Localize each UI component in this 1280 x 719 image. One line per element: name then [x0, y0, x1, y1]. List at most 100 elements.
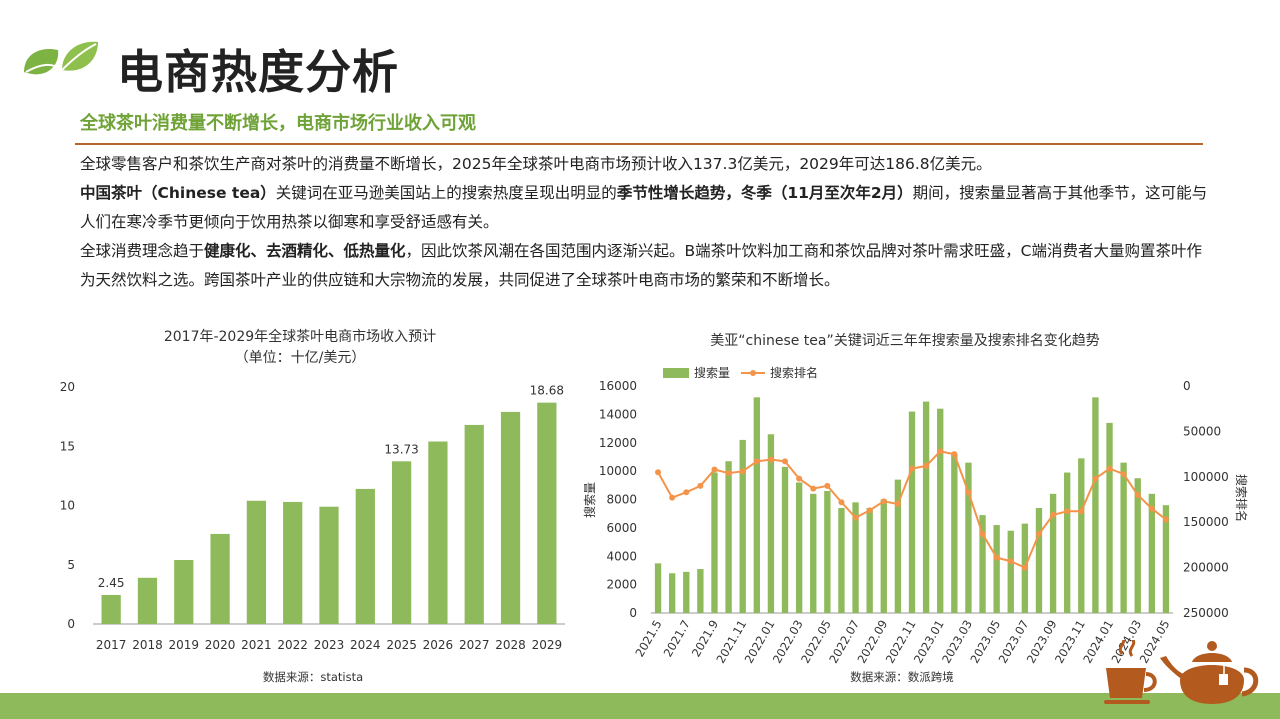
bar: [781, 466, 789, 613]
x-tick-label: 2021.7: [661, 618, 693, 660]
y-tick-label: 15: [60, 439, 75, 453]
chart1-title-block: 2017年-2029年全球茶叶电商市场收入预计 （单位：十亿/美元）: [140, 327, 460, 369]
y-tick-label-left: 2000: [606, 578, 637, 592]
bar: [101, 594, 121, 624]
bar: [922, 401, 930, 613]
bar: [1035, 508, 1043, 613]
bold-text: 中国茶叶（Chinese tea）: [80, 184, 276, 202]
bar: [767, 434, 775, 613]
rank-point: [810, 485, 817, 492]
y-tick-label-left: 10000: [599, 464, 637, 478]
rank-point: [979, 531, 986, 538]
page-title: 电商热度分析: [117, 45, 399, 99]
y-tick-label-right: 150000: [1183, 515, 1229, 529]
x-tick-label: 2026: [423, 638, 454, 652]
bar: [1120, 462, 1127, 613]
legend-label-search-volume: 搜索量: [694, 365, 730, 380]
text: 关键词在亚马逊美国站上的搜索热度呈现出明显的: [275, 184, 617, 202]
x-tick-label: 2020: [205, 638, 236, 652]
y-tick-label-left: 16000: [599, 379, 637, 393]
chart2-title: 美亚“chinese tea”关键词近三年年搜索量及搜索排名变化趋势: [710, 333, 1100, 349]
y-tick-label-right: 0: [1183, 379, 1191, 393]
bar: [866, 508, 873, 613]
bar: [1134, 478, 1141, 613]
bar: [880, 499, 887, 613]
bar: [1078, 458, 1085, 613]
bar: [246, 500, 267, 624]
rank-point: [711, 466, 718, 473]
x-tick-label: 2021.5: [632, 618, 664, 660]
rank-point: [1078, 508, 1085, 515]
rank-point: [1035, 531, 1042, 538]
y-tick-label: 10: [60, 499, 75, 513]
rank-point: [767, 456, 774, 463]
x-tick-label: 2022: [277, 638, 308, 652]
x-tick-label: 2028: [495, 638, 526, 652]
bar: [1064, 472, 1071, 613]
x-tick-label: 2025: [386, 638, 417, 652]
rank-point: [1092, 475, 1099, 482]
x-tick-label: 2021: [241, 638, 272, 652]
data-label: 18.68: [530, 384, 564, 398]
bar: [937, 408, 944, 613]
rank-point: [655, 469, 662, 476]
text: 全球消费理念趋于: [80, 242, 205, 260]
bar: [464, 424, 484, 624]
bar: [965, 462, 972, 613]
x-tick-label: 2027: [459, 638, 490, 652]
rank-point: [725, 470, 732, 477]
bar: [1106, 422, 1113, 613]
revenue-bar-chart: 0 5 10 15 20 2017 2.45 2018 2019 2020 2021 2022 2023…: [60, 380, 565, 684]
search-trend-chart: 0 2000 4000 6000 8000 10000 12000 14000 16000 0 50…: [582, 365, 1249, 684]
rank-point: [1021, 564, 1028, 571]
y-tick-label: 0: [67, 617, 75, 631]
x-tick-label: 2019: [168, 638, 199, 652]
legend-swatch-search-volume: [663, 368, 689, 378]
rank-point: [923, 462, 930, 469]
text: 期间，搜索量显著高于其他季节，这可能与人们在寒冷季节更倾向于饮用热茶以御寒和享受…: [80, 184, 1208, 231]
x-tick-label: 2018: [132, 638, 163, 652]
rank-point: [965, 489, 972, 496]
legend-label-rank: 搜索排名: [770, 365, 818, 380]
y-tick-label-left: 14000: [599, 407, 637, 421]
bar: [795, 482, 803, 613]
bar: [137, 577, 158, 624]
rank-point: [1050, 511, 1057, 518]
y-axis-label-left: 搜索量: [582, 482, 597, 518]
bar: [500, 411, 521, 624]
footer-band: [0, 693, 1280, 719]
bar: [1162, 505, 1170, 613]
x-tick-label: 2024: [350, 638, 381, 652]
rank-point: [669, 494, 676, 501]
data-label: 2.45: [98, 576, 125, 590]
bar: [810, 493, 817, 613]
bar: [711, 472, 718, 613]
bar: [428, 441, 448, 624]
bar: [1007, 530, 1014, 613]
rank-point: [753, 458, 760, 465]
divider-line: [75, 143, 1203, 145]
rank-point: [909, 465, 915, 472]
bar: [838, 508, 845, 613]
rank-point: [1148, 505, 1155, 512]
rank-point: [894, 501, 901, 508]
rank-point: [1106, 465, 1113, 472]
bar: [993, 525, 1000, 613]
chart1-source: 数据来源：statista: [263, 670, 363, 684]
x-tick-label: 2023: [314, 638, 345, 652]
bar: [908, 411, 916, 613]
bar: [725, 461, 732, 613]
bar: [1148, 493, 1156, 613]
y-axis-label-right: 搜索排名: [1234, 474, 1249, 522]
rank-point: [796, 475, 803, 482]
chart2-source: 数据来源：数派跨境: [850, 670, 954, 684]
data-label: 13.73: [384, 442, 418, 456]
rank-point: [697, 482, 704, 489]
y-tick-label-right: 100000: [1183, 470, 1229, 484]
rank-point: [739, 468, 746, 475]
bar: [1049, 493, 1057, 613]
bold-text: 季节性增长趋势，冬季（11月至次年2月）: [616, 184, 913, 202]
rank-point: [782, 458, 789, 465]
rank-point: [993, 554, 1000, 561]
bar: [824, 490, 831, 613]
